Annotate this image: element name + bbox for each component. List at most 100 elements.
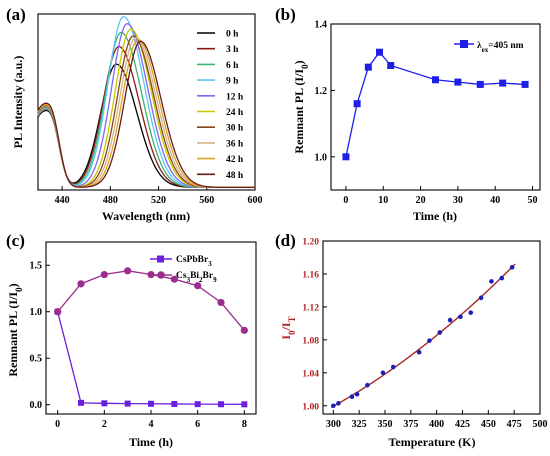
panel-b-ytick-label: 1.4 bbox=[315, 20, 328, 31]
panel-c-point-cs3bi2br9 bbox=[124, 267, 132, 275]
panel-c-point-cs3bi2br9 bbox=[217, 298, 225, 307]
panel-a-xtick-label: 600 bbox=[248, 195, 263, 206]
panel-c-xtick-label: 2 bbox=[102, 419, 107, 430]
panel-b-xtick-label: 10 bbox=[378, 195, 388, 206]
legend-label-cs3bi2br9: Cs3Bi2Br9 bbox=[176, 271, 217, 284]
panel-a: (a) PL Intensity (a.u.) Wavelength (nm) … bbox=[6, 5, 263, 223]
panel-c-point-cspbbr3 bbox=[218, 401, 224, 408]
pl-curve-48h bbox=[37, 40, 255, 189]
panel-d-label: (d) bbox=[275, 231, 296, 250]
panel-b-xtick-label: 0 bbox=[343, 195, 348, 206]
legend-label-6h: 6 h bbox=[226, 61, 239, 71]
panel-d-point bbox=[390, 364, 396, 370]
panel-b-point bbox=[387, 62, 395, 69]
legend-marker-cs3bi2br9 bbox=[157, 271, 165, 279]
panel-a-xtick-label: 560 bbox=[199, 195, 214, 206]
panel-b-point bbox=[432, 76, 439, 84]
panel-b-series-line bbox=[345, 51, 526, 157]
legend-label-cspbbr3: CsPbBr3 bbox=[176, 255, 212, 268]
panel-c-ytick-label: 1.0 bbox=[30, 307, 43, 318]
panel-d-xtick-label: 375 bbox=[403, 419, 418, 430]
panel-b-point bbox=[364, 63, 372, 71]
legend-marker bbox=[460, 40, 468, 48]
panel-d-xtick-label: 325 bbox=[352, 419, 367, 430]
panel-d-point bbox=[437, 330, 443, 335]
panel-c-ytick-label: 0.0 bbox=[30, 400, 43, 411]
panel-d-point bbox=[499, 275, 505, 281]
legend-marker-cspbbr3 bbox=[157, 255, 164, 263]
panel-d-ytick-label: 1.16 bbox=[302, 270, 319, 280]
panel-c-point-cs3bi2br9 bbox=[170, 275, 178, 283]
legend-label-30h: 30 h bbox=[226, 124, 244, 134]
panel-b-xtick-label: 20 bbox=[416, 195, 426, 206]
panel-d-point bbox=[380, 370, 386, 376]
panel-b-point bbox=[521, 80, 529, 88]
legend-label-0h: 0 h bbox=[226, 30, 239, 40]
panel-c-point-cs3bi2br9 bbox=[100, 270, 108, 279]
panel-c-series-line-0 bbox=[57, 311, 245, 405]
panel-c-label: (c) bbox=[6, 231, 25, 250]
panel-d-xtick-label: 425 bbox=[455, 419, 470, 430]
legend-label-48h: 48 h bbox=[226, 171, 244, 181]
panel-c-point-cs3bi2br9 bbox=[77, 280, 85, 288]
panel-d-point bbox=[349, 394, 355, 400]
panel-c: (c) Remnant PL (I/I0) Time (h) 0 2 4 6 8 0.0 0… bbox=[6, 231, 257, 449]
legend-label-9h: 9 h bbox=[226, 77, 239, 87]
panel-b-ytick-label: 1.2 bbox=[315, 86, 328, 97]
panel-b-point bbox=[353, 100, 361, 108]
panel-a-frame bbox=[37, 13, 256, 191]
panel-d-fit-curve bbox=[330, 263, 516, 409]
legend-label-12h: 12 h bbox=[226, 92, 244, 102]
panel-c-point-cspbbr3 bbox=[148, 400, 154, 407]
panel-d-point bbox=[427, 338, 432, 343]
panel-d-ytick-label: 1.00 bbox=[302, 402, 319, 412]
panel-c-point-cspbbr3 bbox=[78, 399, 84, 406]
panel-c-point-cspbbr3 bbox=[241, 401, 248, 408]
panel-a-xtick-label: 440 bbox=[55, 195, 70, 206]
panel-d-point bbox=[447, 317, 453, 323]
panel-b-point bbox=[476, 80, 484, 88]
panel-c-point-cspbbr3 bbox=[171, 400, 178, 407]
panel-b-ytick-label: 1.0 bbox=[315, 152, 328, 163]
panel-d-ytick-label: 1.12 bbox=[302, 303, 319, 313]
panel-c-point-cspbbr3 bbox=[194, 401, 201, 408]
panel-d-xlabel: Temperature (K) bbox=[389, 435, 476, 449]
panel-a-xlabel: Wavelength (nm) bbox=[102, 209, 190, 223]
panel-a-xtick-label: 520 bbox=[151, 195, 166, 206]
panel-b: (b) Remnant PL (I/I0) Time (h) 0 10 20 30 40… bbox=[275, 5, 541, 223]
panel-b-ylabel: Remnant PL (I/I0) bbox=[292, 60, 310, 153]
panel-d-xtick-label: 350 bbox=[378, 419, 393, 430]
panel-b-point bbox=[342, 153, 350, 161]
panel-c-point-cs3bi2br9 bbox=[54, 308, 62, 316]
panel-d-ytick-label: 1.08 bbox=[302, 336, 319, 346]
panel-c-xtick-label: 4 bbox=[149, 419, 154, 430]
panel-d-point bbox=[509, 265, 515, 270]
panel-c-xtick-label: 8 bbox=[242, 419, 247, 430]
panel-d-frame bbox=[322, 240, 541, 415]
panel-c-xtick-label: 6 bbox=[195, 419, 200, 430]
panel-d-point bbox=[489, 279, 494, 284]
panel-d-xtick-label: 450 bbox=[481, 419, 496, 430]
panel-b-point bbox=[376, 48, 384, 56]
panel-c-legend: CsPbBr3 Cs3Bi2Br9 bbox=[150, 255, 217, 284]
pl-curve-9h bbox=[37, 15, 255, 189]
legend-label-3h: 3 h bbox=[226, 45, 239, 55]
panel-d-xtick-label: 475 bbox=[507, 419, 522, 430]
panel-d-xtick-label: 500 bbox=[533, 419, 548, 430]
panel-b-label: (b) bbox=[275, 5, 296, 24]
panel-b-xtick-label: 50 bbox=[528, 195, 538, 206]
panel-b-xlabel: Time (h) bbox=[413, 209, 457, 223]
legend-label-36h: 36 h bbox=[226, 139, 244, 149]
panel-c-xtick-label: 0 bbox=[55, 419, 60, 430]
panel-d-ylabel: I0/IT bbox=[279, 316, 297, 339]
panel-b-point bbox=[499, 79, 507, 87]
panel-d-point bbox=[458, 314, 463, 320]
panel-c-xlabel: Time (h) bbox=[129, 435, 173, 449]
panel-a-ylabel: PL Intensity (a.u.) bbox=[11, 56, 25, 149]
panel-c-ytick-label: 1.5 bbox=[30, 261, 43, 272]
panel-d-ytick-label: 1.04 bbox=[302, 369, 319, 379]
panel-d-point bbox=[416, 349, 422, 355]
panel-b-frame bbox=[330, 23, 541, 191]
panel-d-point bbox=[365, 382, 370, 388]
